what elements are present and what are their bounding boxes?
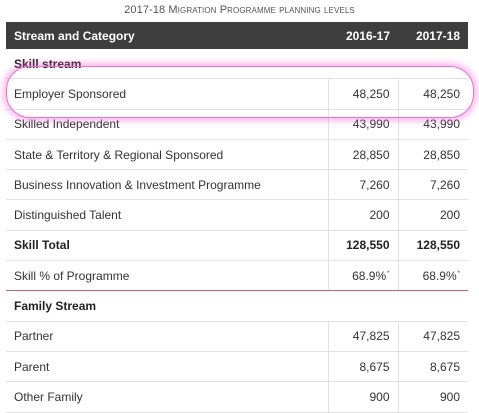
footnote-marker: * bbox=[457, 270, 460, 277]
row-value-2016-17: 48,250 bbox=[327, 78, 398, 110]
row-value-2016-17: 8,675 bbox=[327, 351, 398, 383]
table-row: Employer Sponsored 48,250 48,250 bbox=[6, 78, 468, 110]
total-label: Skill Total bbox=[6, 230, 328, 262]
table-row: Skilled Independent 43,990 43,990 bbox=[6, 109, 468, 140]
table-row: Business Innovation & Investment Program… bbox=[6, 169, 468, 201]
section-label: Family Stream bbox=[6, 290, 328, 322]
table-caption: 2017-18 Migration Programme planning lev… bbox=[0, 4, 479, 16]
row-value-2016-17: 28,850 bbox=[327, 139, 398, 171]
row-value-2017-18: 28,850 bbox=[397, 139, 468, 171]
row-value-2017-18: 48,250 bbox=[397, 78, 468, 110]
percent-row: Skill % of Programme 68.9%* 68.9%* bbox=[6, 260, 468, 292]
row-label: Skilled Independent bbox=[6, 109, 328, 140]
row-value-2016-17: 47,825 bbox=[327, 321, 398, 352]
section-row-family: Family Stream bbox=[6, 290, 468, 322]
row-label: Parent bbox=[6, 351, 328, 383]
footnote-marker: * bbox=[387, 270, 390, 277]
total-value-2016-17: 128,550 bbox=[327, 230, 398, 262]
section-label: Skill stream bbox=[6, 49, 328, 80]
header-2017-18: 2017-18 bbox=[415, 28, 460, 43]
row-value-2017-18: 47,825 bbox=[397, 321, 468, 352]
table-row: Parent 8,675 8,675 bbox=[6, 351, 468, 383]
row-label: Partner bbox=[6, 321, 328, 352]
row-value-2017-18: 7,260 bbox=[397, 169, 468, 201]
table-row: State & Territory & Regional Sponsored 2… bbox=[6, 139, 468, 171]
total-value-2017-18: 128,550 bbox=[397, 230, 468, 262]
row-label: State & Territory & Regional Sponsored bbox=[6, 139, 328, 171]
percent-value-2017-18: 68.9%* bbox=[397, 260, 468, 292]
caption-title: Migration Programme planning levels bbox=[168, 4, 355, 16]
caption-year: 2017-18 bbox=[124, 4, 166, 16]
header-2016-17: 2016-17 bbox=[345, 28, 390, 43]
table-row: Partner 47,825 47,825 bbox=[6, 321, 468, 352]
row-value-2017-18: 200 bbox=[397, 199, 468, 231]
row-value-2016-17: 43,990 bbox=[327, 109, 398, 140]
section-row-skill: Skill stream bbox=[6, 49, 468, 80]
header-category: Stream and Category bbox=[14, 28, 135, 43]
migration-table: Stream and Category 2016-17 2017-18 Skil… bbox=[6, 22, 468, 413]
total-row: Skill Total 128,550 128,550 bbox=[6, 230, 468, 262]
row-label: Other Family bbox=[6, 381, 328, 413]
table-row: Distinguished Talent 200 200 bbox=[6, 199, 468, 231]
row-value-2016-17: 7,260 bbox=[327, 169, 398, 201]
header-row: Stream and Category 2016-17 2017-18 bbox=[6, 22, 468, 49]
percent-label: Skill % of Programme bbox=[6, 260, 328, 292]
row-value-2016-17: 200 bbox=[327, 199, 398, 231]
row-value-2017-18: 43,990 bbox=[397, 109, 468, 140]
percent-value-2016-17: 68.9%* bbox=[327, 260, 398, 292]
row-value-2017-18: 8,675 bbox=[397, 351, 468, 383]
row-label: Distinguished Talent bbox=[6, 199, 328, 231]
row-label: Business Innovation & Investment Program… bbox=[6, 169, 328, 201]
row-value-2017-18: 900 bbox=[397, 381, 468, 413]
row-label: Employer Sponsored bbox=[6, 78, 328, 110]
